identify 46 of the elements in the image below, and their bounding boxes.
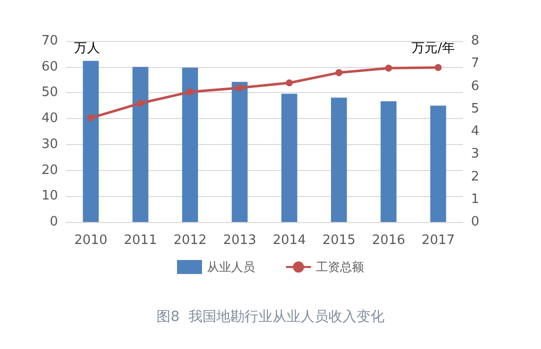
x-tick-label: 2011: [124, 233, 157, 248]
y2-tick-label: 6: [471, 78, 480, 94]
y2-axis-title: 万元/年: [412, 41, 456, 56]
y-tick-label: 40: [41, 111, 58, 126]
y-tick-label: 60: [41, 59, 58, 74]
y2-tick-label: 5: [471, 101, 480, 116]
bar: [281, 94, 298, 222]
bar: [232, 82, 248, 222]
x-tick-label: 2013: [223, 233, 256, 248]
point: [136, 100, 144, 107]
text: 图8 我国地勘行业从业人员收入变化: [156, 309, 384, 325]
y-tick-label: 20: [41, 162, 58, 178]
point: [385, 64, 392, 72]
y-axis-title: 万人: [74, 41, 100, 56]
y2-tick-label: 8: [471, 34, 480, 48]
point: [186, 88, 194, 96]
legend-label: 从业人员: [207, 260, 255, 274]
point: [87, 114, 94, 122]
bar: [430, 106, 446, 222]
y2-tick-label: 1: [471, 192, 480, 207]
y2-tick-label: 7: [471, 56, 480, 72]
y-tick-label: 70: [41, 34, 58, 48]
point: [434, 64, 442, 71]
y2-tick-label: 3: [471, 146, 480, 162]
y2-tick-label: 4: [471, 124, 480, 139]
bar: [132, 66, 148, 222]
y2-tick-label: 0: [471, 214, 480, 230]
bar: [380, 101, 397, 222]
x-tick-label: 2016: [372, 233, 406, 248]
y-tick-label: 0: [50, 214, 58, 230]
y-tick-label: 30: [41, 136, 58, 152]
x-tick-label: 2015: [322, 233, 356, 248]
x-tick-label: 2012: [174, 233, 207, 248]
point: [286, 79, 293, 86]
point: [236, 84, 244, 92]
y-tick-label: 50: [41, 85, 58, 100]
x-tick-label: 2010: [74, 233, 108, 248]
bar: [182, 68, 198, 222]
legend-label: 工资总额: [316, 260, 364, 274]
x-tick-label: 2014: [272, 233, 306, 248]
bar: [82, 60, 99, 222]
point: [335, 69, 342, 76]
bar: [331, 98, 347, 222]
y2-tick-label: 2: [471, 169, 480, 184]
y-tick-label: 10: [41, 188, 58, 204]
x-tick-label: 2017: [422, 233, 455, 248]
